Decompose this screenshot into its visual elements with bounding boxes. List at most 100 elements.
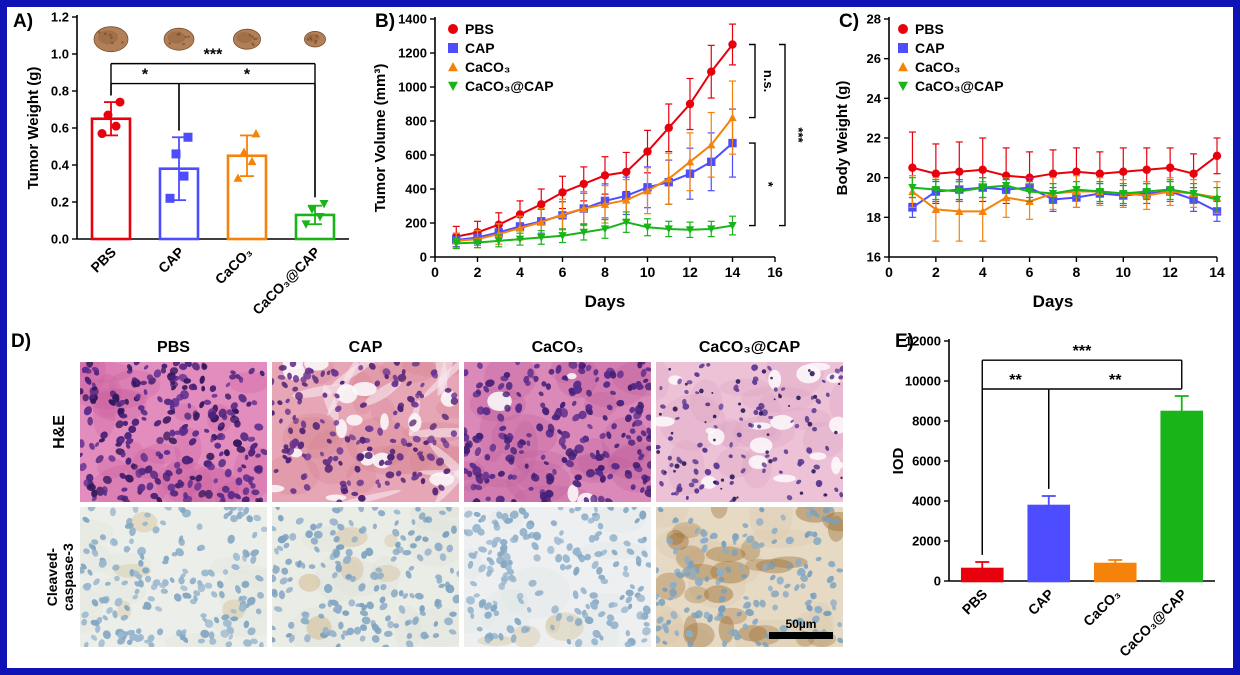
he-caco3cap-image [656, 362, 843, 502]
svg-text:PBS: PBS [915, 21, 944, 37]
caspase-row-label-text: Cleaved- caspase-3 [43, 543, 76, 611]
svg-text:CAP: CAP [915, 40, 945, 56]
svg-text:16: 16 [867, 250, 881, 265]
svg-text:24: 24 [867, 91, 882, 106]
svg-text:12: 12 [682, 264, 698, 280]
svg-text:6000: 6000 [912, 454, 941, 469]
caspase-pbs-image [80, 507, 267, 647]
svg-text:6: 6 [1026, 264, 1034, 280]
svg-text:1000: 1000 [398, 80, 427, 95]
svg-text:0: 0 [934, 574, 941, 589]
panel-e-label: E) [895, 331, 914, 352]
svg-text:0.6: 0.6 [51, 121, 69, 136]
svg-text:14: 14 [1209, 264, 1225, 280]
svg-text:n.s.: n.s. [761, 70, 776, 92]
svg-text:**: ** [1109, 372, 1122, 389]
row-label-caspase: Cleaved- caspase-3 [43, 507, 76, 647]
column-header-cap: CAP [348, 339, 383, 356]
caspase-caco3-image [464, 507, 651, 647]
scale-bar-label: 50µm [785, 617, 817, 631]
svg-text:8: 8 [1073, 264, 1081, 280]
svg-text:Days: Days [585, 292, 626, 311]
svg-text:22: 22 [867, 131, 881, 146]
panel-d: D) PBS CAP CaCO₃ CaCO₃@CAP H&E Cleaved- … [11, 325, 873, 665]
svg-text:4: 4 [516, 264, 524, 280]
column-header-pbs: PBS [157, 339, 190, 356]
svg-text:**: ** [1009, 372, 1022, 389]
svg-text:18: 18 [867, 210, 881, 225]
svg-text:2: 2 [932, 264, 940, 280]
svg-text:0: 0 [431, 264, 439, 280]
svg-text:Tumor Weight (g): Tumor Weight (g) [25, 67, 42, 190]
svg-text:CaCO₃@CAP: CaCO₃@CAP [1116, 586, 1190, 660]
svg-text:6: 6 [559, 264, 567, 280]
svg-text:26: 26 [867, 51, 881, 66]
svg-text:PBS: PBS [465, 21, 494, 37]
svg-text:CaCO₃@CAP: CaCO₃@CAP [915, 78, 1004, 94]
svg-text:1400: 1400 [398, 12, 427, 27]
svg-text:12000: 12000 [905, 334, 941, 349]
svg-text:Tumor Volume (mm³): Tumor Volume (mm³) [372, 64, 389, 213]
svg-text:1200: 1200 [398, 46, 427, 61]
svg-text:10000: 10000 [905, 374, 941, 389]
column-header-caco3cap: CaCO₃@CAP [698, 339, 801, 356]
grid-corner-spacer [45, 331, 75, 357]
svg-text:PBS: PBS [959, 586, 991, 618]
caspase-cap-image [272, 507, 459, 647]
panel-c-label: C) [839, 11, 860, 32]
svg-text:2000: 2000 [912, 534, 941, 549]
svg-text:***: *** [204, 47, 223, 64]
svg-text:800: 800 [405, 114, 427, 129]
body-weight-chart: 16 18 20 22 24 26 28 0 2 4 6 8 10 12 14 Days Body Weight… [831, 9, 1231, 320]
panel-a-label: A) [13, 11, 34, 32]
svg-text:0.4: 0.4 [51, 158, 70, 173]
he-cap-image [272, 362, 459, 502]
svg-text:0.2: 0.2 [51, 195, 69, 210]
svg-text:0: 0 [420, 250, 427, 265]
tumor-volume-chart: 0 200 400 600 800 1000 1200 1400 0 2 4 6 8 10 12 14 16 Da… [369, 9, 827, 320]
svg-text:8000: 8000 [912, 414, 941, 429]
svg-text:200: 200 [405, 216, 427, 231]
scale-bar-line [769, 632, 833, 639]
svg-text:400: 400 [405, 182, 427, 197]
svg-text:1.0: 1.0 [51, 47, 69, 62]
svg-text:CaCO₃: CaCO₃ [915, 59, 960, 75]
svg-text:PBS: PBS [87, 244, 119, 276]
svg-text:28: 28 [867, 12, 881, 27]
svg-text:*: * [244, 67, 251, 84]
svg-text:CaCO₃@CAP: CaCO₃@CAP [465, 78, 554, 94]
scale-bar: 50µm [765, 617, 837, 639]
svg-text:CaCO₃@CAP: CaCO₃@CAP [249, 244, 323, 315]
svg-text:*: * [142, 67, 149, 84]
panel-c: C) 16 18 20 22 24 26 28 0 2 4 6 8 10 12 14 Days Body Wei… [829, 9, 1231, 321]
svg-text:0: 0 [885, 264, 893, 280]
svg-text:Days: Days [1033, 292, 1074, 311]
svg-text:10: 10 [1115, 264, 1131, 280]
panel-d-label: D) [11, 331, 32, 352]
he-caco3-image [464, 362, 651, 502]
panel-b: B) 0 200 400 600 800 1000 1200 1400 0 2 4 6 8 10 12 14 1… [365, 9, 827, 321]
panel-b-label: B) [375, 11, 396, 32]
svg-text:4: 4 [979, 264, 987, 280]
svg-text:1.2: 1.2 [51, 10, 69, 25]
svg-text:0.8: 0.8 [51, 84, 69, 99]
svg-text:20: 20 [867, 170, 881, 185]
svg-text:CAP: CAP [1025, 586, 1057, 618]
svg-text:8: 8 [601, 264, 609, 280]
svg-text:4000: 4000 [912, 494, 941, 509]
svg-text:0.0: 0.0 [51, 232, 69, 247]
svg-text:CaCO₃: CaCO₃ [465, 59, 510, 75]
histology-grid: PBS CAP CaCO₃ CaCO₃@CAP H&E Cleaved- cas… [43, 331, 843, 647]
svg-text:14: 14 [725, 264, 741, 280]
svg-text:CAP: CAP [155, 244, 187, 276]
svg-text:***: *** [791, 127, 806, 143]
svg-text:*: * [761, 182, 776, 188]
panel-e: E) 0 2000 4000 6000 8000 10000 12000 IOD *** ** **… [879, 325, 1231, 668]
tumor-weight-chart: 0.0 0.2 0.4 0.6 0.8 1.0 1.2 Tumor Weight (g) ***… [23, 9, 359, 320]
row-label-he: H&E [45, 362, 75, 502]
svg-text:***: *** [1073, 343, 1092, 360]
column-header-caco3: CaCO₃ [531, 339, 584, 356]
caspase-caco3cap-image: 50µm [656, 507, 843, 647]
svg-text:CAP: CAP [465, 40, 495, 56]
